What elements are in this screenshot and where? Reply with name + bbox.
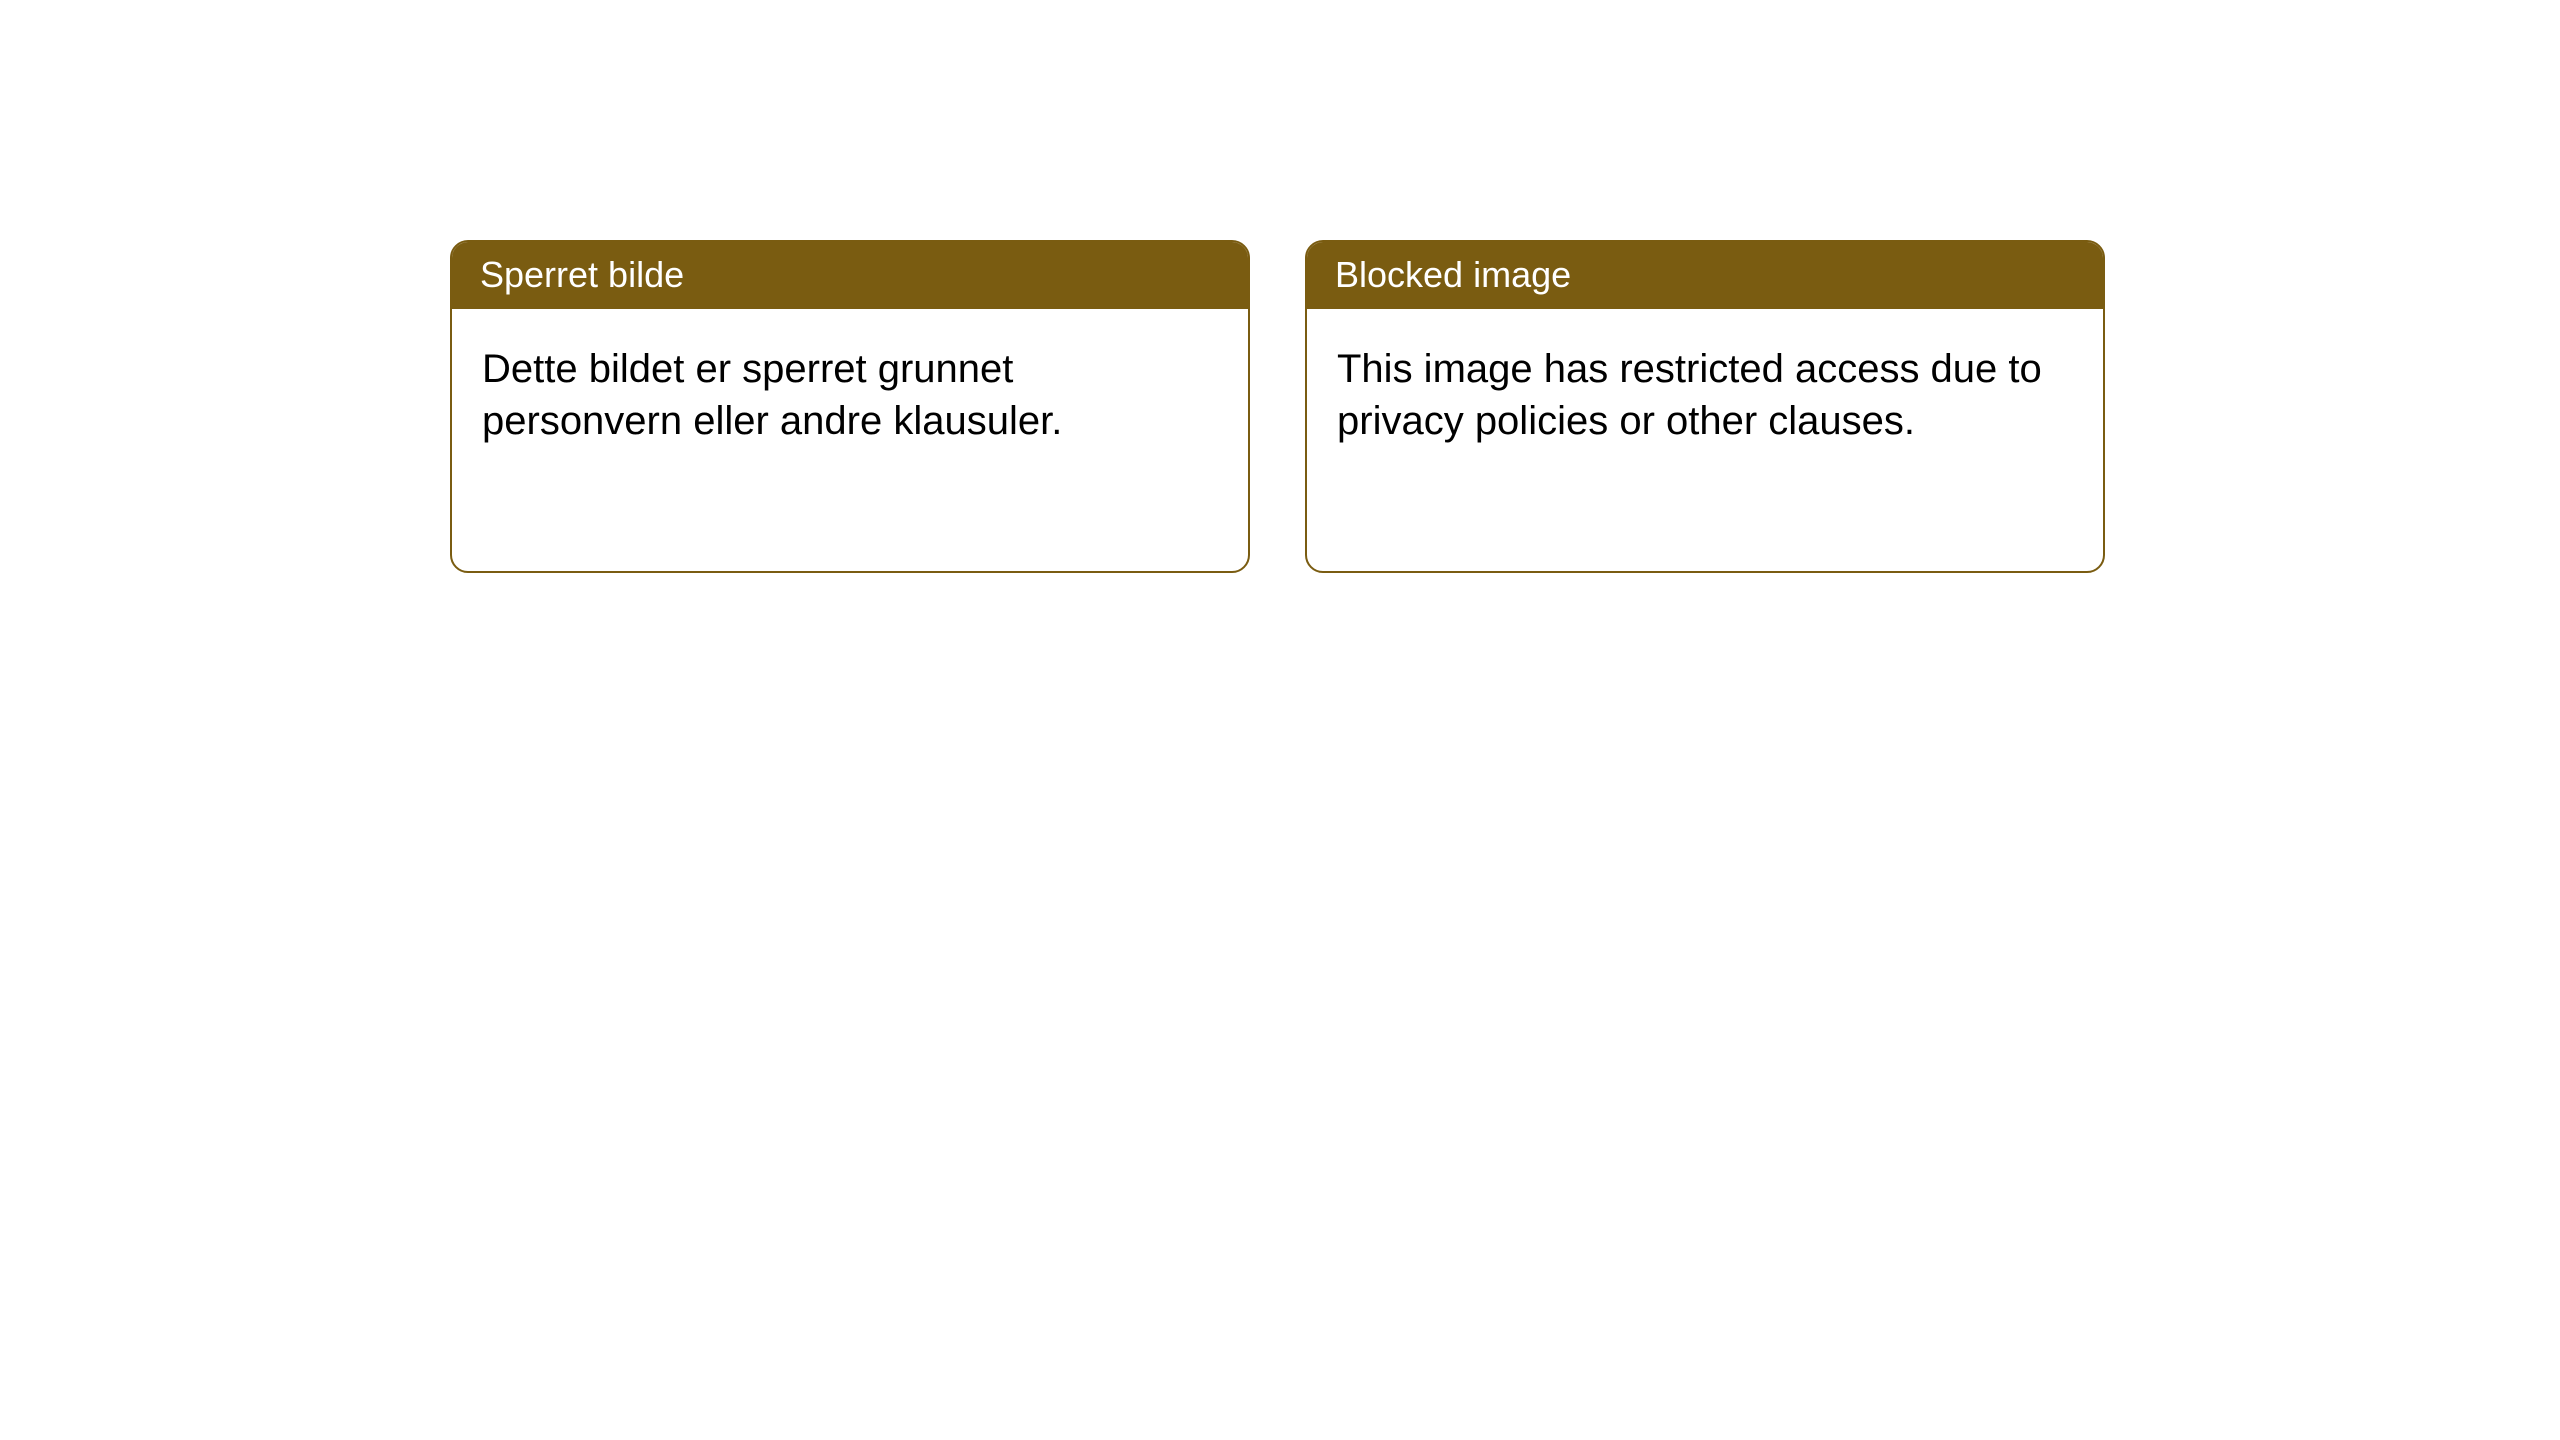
card-body-en: This image has restricted access due to … (1307, 309, 2103, 481)
card-header-no: Sperret bilde (452, 242, 1248, 309)
card-body-no: Dette bildet er sperret grunnet personve… (452, 309, 1248, 481)
blocked-image-cards: Sperret bilde Dette bildet er sperret gr… (450, 240, 2105, 573)
blocked-image-card-en: Blocked image This image has restricted … (1305, 240, 2105, 573)
card-header-en: Blocked image (1307, 242, 2103, 309)
blocked-image-card-no: Sperret bilde Dette bildet er sperret gr… (450, 240, 1250, 573)
